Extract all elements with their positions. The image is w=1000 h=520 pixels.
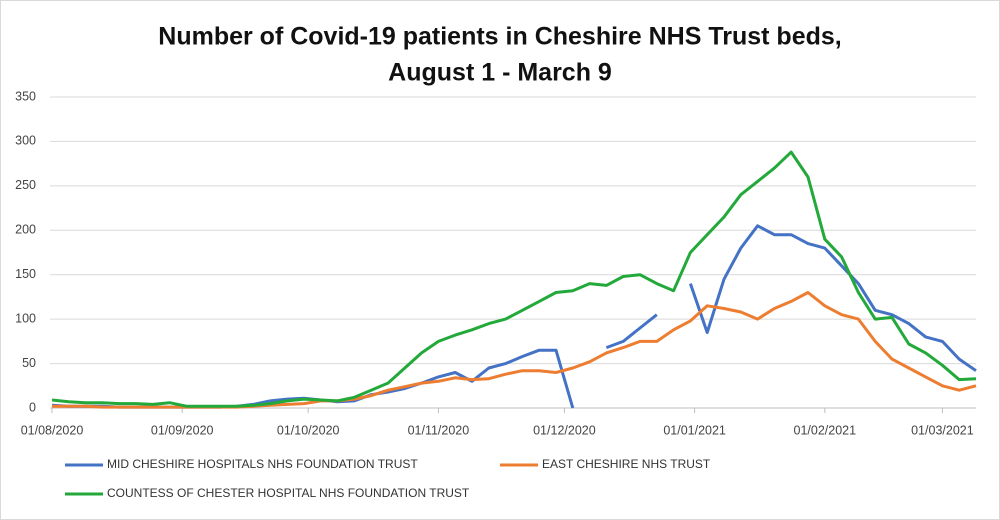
- y-tick-label: 200: [15, 223, 36, 237]
- y-tick-label: 50: [22, 356, 36, 370]
- series-line: [51, 150, 977, 408]
- legend-label: MID CHESHIRE HOSPITALS NHS FOUNDATION TR…: [107, 457, 418, 471]
- x-tick-label: 01/10/2020: [277, 423, 340, 437]
- x-tick-label: 01/03/2021: [911, 423, 974, 437]
- chart-title: August 1 - March 9: [388, 59, 612, 87]
- x-tick-label: 01/08/2020: [21, 423, 84, 437]
- y-tick-label: 300: [15, 134, 36, 148]
- legend-label: COUNTESS OF CHESTER HOSPITAL NHS FOUNDAT…: [107, 486, 470, 500]
- y-tick-label: 150: [15, 267, 36, 281]
- x-tick-label: 01/12/2020: [533, 423, 596, 437]
- y-tick-label: 0: [29, 400, 36, 414]
- y-tick-label: 350: [15, 89, 36, 103]
- x-tick-label: 01/02/2021: [794, 423, 857, 437]
- y-tick-label: 250: [15, 178, 36, 192]
- chart-title: Number of Covid-19 patients in Cheshire …: [158, 23, 841, 51]
- x-tick-label: 01/01/2021: [663, 423, 726, 437]
- legend-label: EAST CHESHIRE NHS TRUST: [542, 457, 711, 471]
- y-tick-label: 100: [15, 311, 36, 325]
- x-tick-label: 01/11/2020: [408, 423, 470, 437]
- x-tick-label: 01/09/2020: [151, 423, 214, 437]
